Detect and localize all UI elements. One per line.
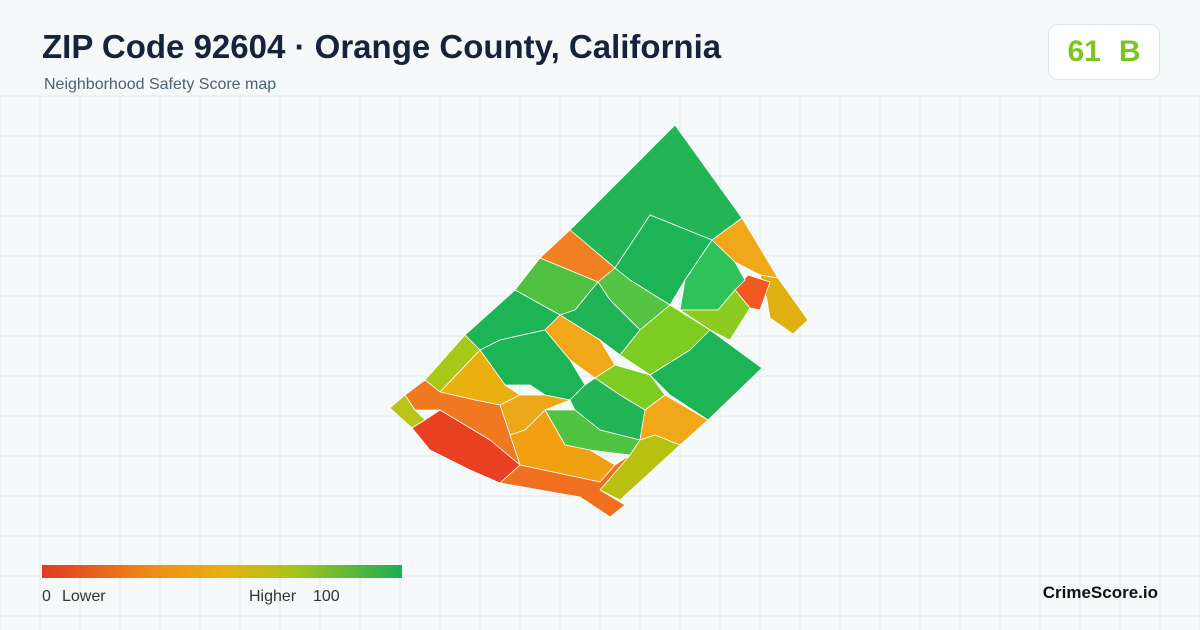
grade: B xyxy=(1118,35,1141,68)
region xyxy=(389,394,426,429)
legend-max: 100 xyxy=(313,588,340,605)
legend-max-label: Higher xyxy=(249,588,297,605)
region xyxy=(649,329,763,421)
subtitle: Neighborhood Safety Score map xyxy=(44,76,277,93)
region xyxy=(404,379,521,466)
region xyxy=(759,274,809,335)
legend-gradient xyxy=(42,565,402,578)
legend-min-label: Lower xyxy=(62,588,106,605)
legend-min: 0 xyxy=(42,588,51,605)
score-badge: 61 B xyxy=(1048,24,1160,80)
region xyxy=(499,454,631,518)
region xyxy=(559,281,641,356)
score: 61 xyxy=(1067,35,1101,68)
brand: CrimeScore.io xyxy=(1042,583,1158,602)
title: ZIP Code 92604 · Orange County, Californ… xyxy=(42,28,722,65)
zip-regions xyxy=(389,124,809,518)
